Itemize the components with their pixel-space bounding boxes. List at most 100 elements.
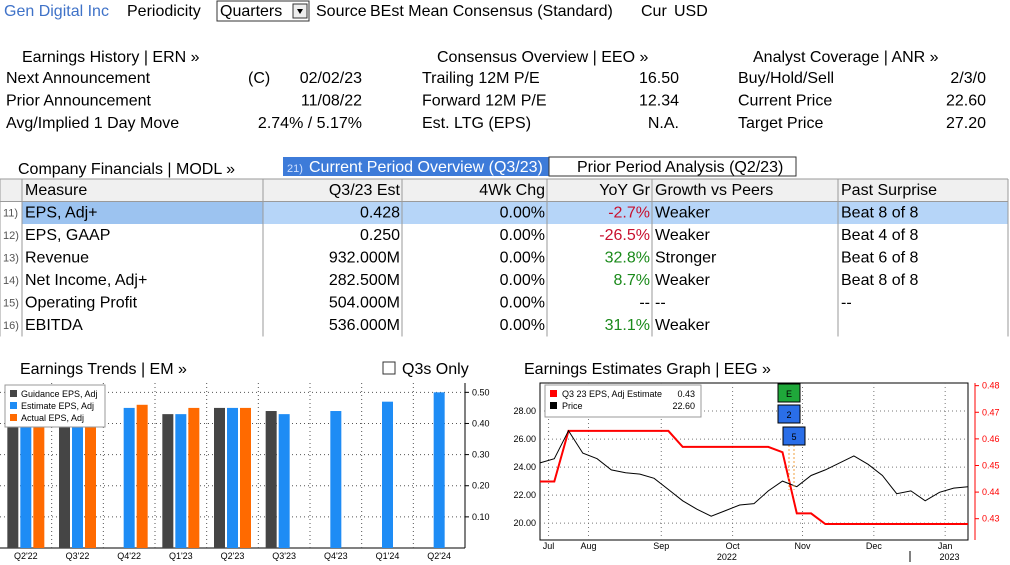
field-value: 2.74% / 5.17% [258,115,362,132]
event-icon[interactable] [777,404,801,424]
event-icon[interactable] [777,383,801,403]
tab-label[interactable]: Prior Period Analysis (Q2/23) [577,159,783,176]
tab-inactive[interactable] [548,156,797,177]
eeg-title[interactable]: Earnings Estimates Graph | EEG » [524,361,771,378]
field-label: Target Price [738,115,823,132]
periodicity-value[interactable]: Quarters [220,3,282,20]
column-header: Past Surprise [841,182,937,199]
y-tick-label: 0.10 [472,512,490,522]
field-label: Prior Announcement [6,93,152,110]
tab-label[interactable]: Current Period Overview (Q3/23) [309,159,543,176]
cell: Beat 6 of 8 [841,250,918,267]
series-line [540,429,968,525]
row-number[interactable]: 15) [3,298,19,310]
row-number[interactable]: 12) [3,230,19,242]
section-title[interactable]: Analyst Coverage | ANR » [753,49,939,66]
y2-tick-label: 0.45 [982,460,1000,470]
checkbox-label[interactable]: Q3s Only [402,361,469,378]
row-number[interactable]: 14) [3,275,19,287]
y-tick-label: 24.00 [513,462,536,472]
cell: 32.8% [605,250,650,267]
field-value: 16.50 [639,70,679,87]
financials-title[interactable]: Company Financials | MODL » [18,161,235,178]
column-header: YoY Gr [599,182,650,199]
bar [227,407,238,548]
bar [162,414,174,548]
periodicity-dropdown[interactable] [216,0,310,22]
tab-active[interactable] [283,157,549,176]
cell: 8.7% [614,272,650,289]
cell: 0.428 [360,205,400,222]
x-tick-label: Sep [653,541,669,551]
bar [330,411,342,548]
source-value[interactable]: BEst Mean Consensus (Standard) [370,3,613,20]
table-header-bg [0,179,1008,202]
x-tick-label: Q3'22 [66,551,90,561]
row-number[interactable]: 11) [3,208,18,220]
section-title[interactable]: Earnings History | ERN » [22,49,200,66]
y2-tick-label: 0.48 [982,381,1000,391]
column-header: Growth vs Peers [655,182,773,199]
y2-tick-label: 0.43 [982,514,1000,524]
cell: Weaker [655,272,711,289]
bar [175,414,187,548]
tab-number: 21) [287,163,303,175]
column-header: Q3/23 Est [329,182,401,199]
cell: Weaker [655,205,711,222]
row-number[interactable]: 16) [3,320,19,332]
x-tick-label: Q1'24 [376,551,400,561]
legend-swatch [10,414,17,421]
field-value: 11/08/22 [301,93,362,110]
bar [214,407,225,548]
field-label: Forward 12M P/E [422,93,546,110]
y-tick-label: 0.40 [472,418,490,428]
field-value: 12.34 [639,93,679,110]
x-tick-label: Q3'23 [272,551,296,561]
legend-label: Q3 23 EPS, Adj Estimate [562,389,662,399]
field-note: (C) [248,70,270,87]
cell: Beat 8 of 8 [841,272,918,289]
y-tick-label: 26.00 [513,434,536,444]
bar [123,407,135,548]
cell: Beat 4 of 8 [841,227,918,244]
cell: -- [841,295,852,312]
currency-label: Cur [641,3,667,20]
bar [433,392,445,548]
row-number[interactable]: 13) [3,253,19,265]
field-value: N.A. [648,115,679,132]
y2-tick-label: 0.44 [982,487,1000,497]
cell: 0.00% [500,317,545,334]
periodicity-label: Periodicity [127,3,201,20]
cell-highlight [22,201,263,224]
section-title[interactable]: Consensus Overview | EEO » [437,49,648,66]
cell: EPS, Adj+ [25,205,98,222]
currency-value[interactable]: USD [674,3,708,20]
cell: Stronger [655,250,717,267]
cell: EPS, GAAP [25,227,110,244]
y-tick-label: 20.00 [513,518,536,528]
checkbox[interactable] [382,361,396,375]
x-tick-label: Nov [794,541,811,551]
x-tick-label: Q2'24 [427,551,451,561]
event-icon[interactable] [782,426,806,446]
y-tick-label: 0.50 [472,387,490,397]
dropdown-arrow [297,9,303,14]
cell: Weaker [655,227,711,244]
legend-swatch [550,402,557,409]
company-name[interactable]: Gen Digital Inc [4,3,109,20]
row-highlight [22,201,1008,224]
event-label: E [786,389,792,399]
field-label: Current Price [738,93,832,110]
field-label: Trailing 12M P/E [422,70,540,87]
bar [240,407,251,548]
y2-tick-label: 0.46 [982,434,1000,444]
field-value: 22.60 [946,93,986,110]
legend-label: Guidance EPS, Adj [21,389,98,399]
cell: -26.5% [599,227,650,244]
trends-title[interactable]: Earnings Trends | EM » [20,361,187,378]
field-value: 2/3/0 [950,70,986,87]
legend-swatch [550,390,557,397]
event-label: 5 [791,432,796,442]
cell: 0.00% [500,295,545,312]
